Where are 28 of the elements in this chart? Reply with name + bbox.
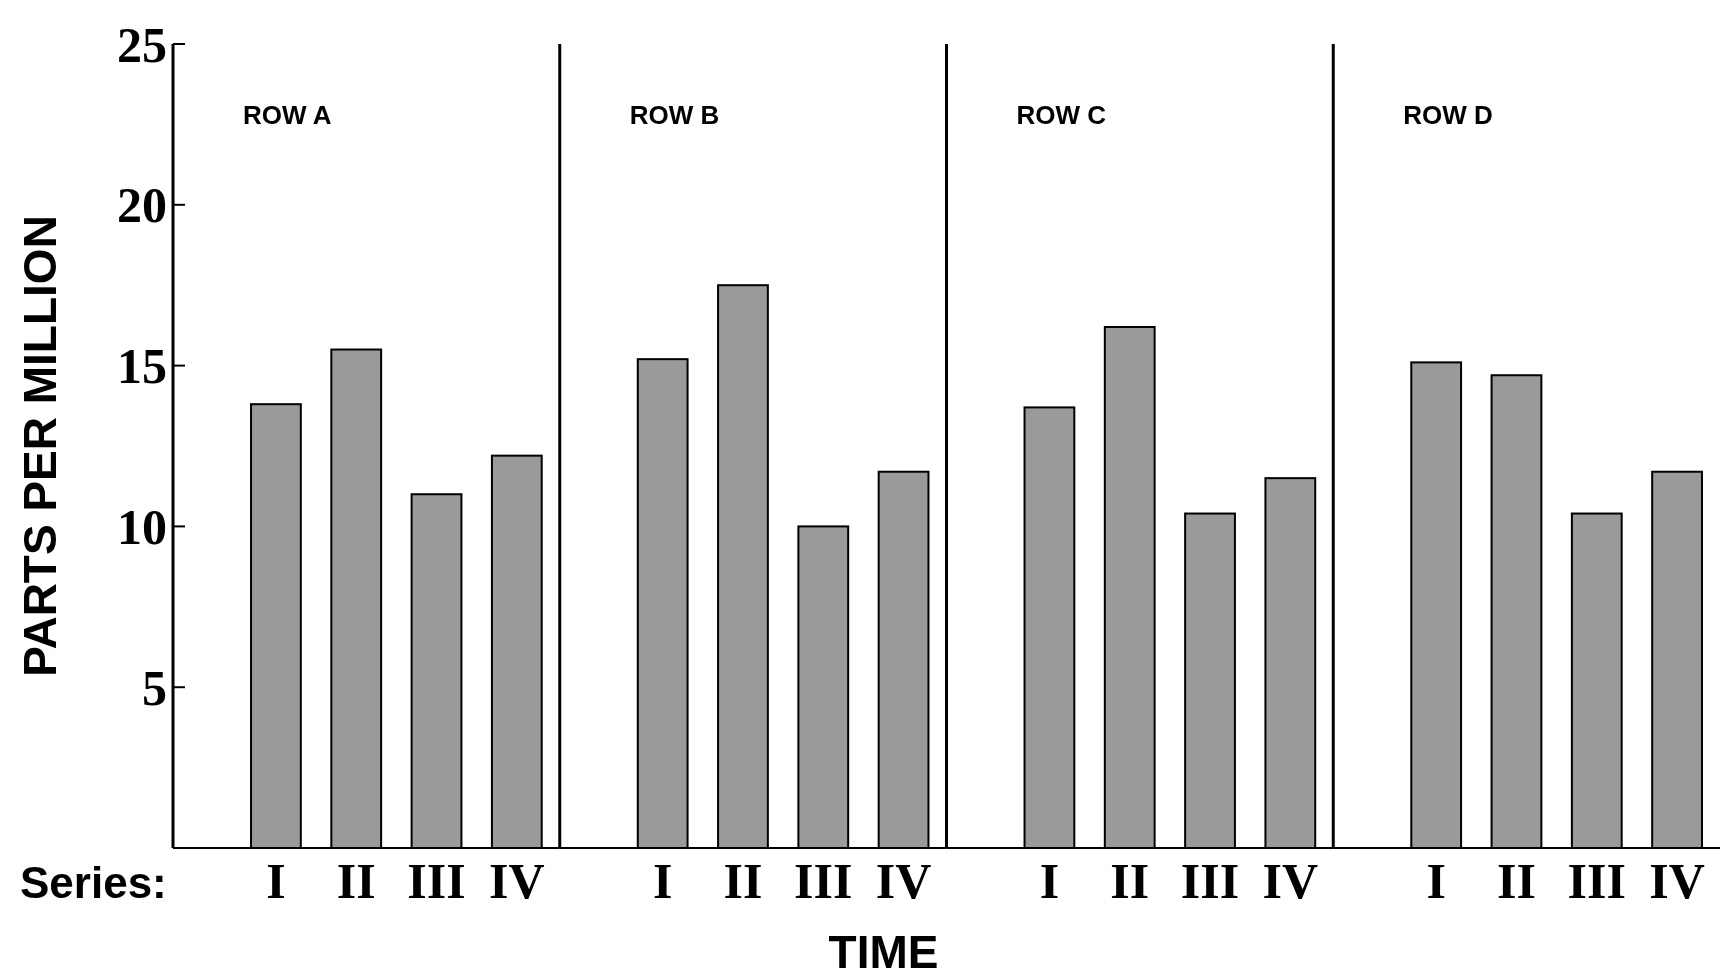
x-tick-label: I bbox=[1426, 853, 1446, 909]
y-tick-label: 5 bbox=[142, 659, 167, 716]
x-tick-label: IV bbox=[489, 853, 545, 909]
x-tick-label: I bbox=[652, 853, 673, 909]
x-tick-label: I bbox=[266, 853, 286, 909]
x-tick-label: II bbox=[336, 853, 376, 909]
x-tick-label: IV bbox=[1649, 853, 1705, 909]
y-tick-label: 25 bbox=[117, 16, 167, 73]
text: ROW A bbox=[243, 100, 332, 130]
y-tick-label: 15 bbox=[117, 338, 167, 395]
x-tick-label: III bbox=[1567, 853, 1626, 909]
x-tick-label: II bbox=[1110, 853, 1150, 909]
text: ROW B bbox=[629, 100, 720, 130]
y-tick-label: 20 bbox=[117, 177, 167, 234]
x-tick-label: III bbox=[794, 853, 853, 909]
x-tick-label: IV bbox=[875, 853, 932, 909]
text: ROW C bbox=[1016, 100, 1107, 130]
y-tick-label: 10 bbox=[117, 498, 167, 555]
x-axis-title: TIME bbox=[828, 926, 939, 978]
x-tick-label: II bbox=[1497, 853, 1536, 909]
x-tick-label: III bbox=[1180, 853, 1240, 909]
text: Series: bbox=[20, 858, 167, 907]
y-axis-title: PARTS PER MILLION bbox=[14, 215, 66, 677]
x-tick-label: IV bbox=[1262, 853, 1319, 909]
text: ROW D bbox=[1403, 100, 1493, 130]
x-tick-label: II bbox=[723, 853, 763, 909]
x-tick-label: I bbox=[1039, 853, 1060, 909]
x-tick-label: III bbox=[407, 853, 466, 909]
